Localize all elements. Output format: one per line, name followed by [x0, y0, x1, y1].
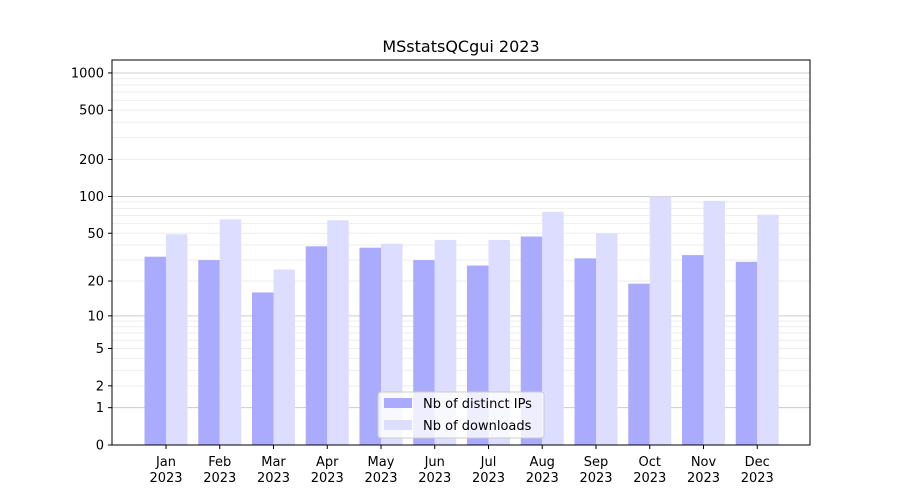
bar-downloads: [273, 269, 295, 445]
x-tick-label: 2023: [257, 471, 290, 486]
x-tick-label: Jan: [155, 455, 176, 470]
legend: Nb of distinct IPs Nb of downloads: [377, 391, 545, 439]
x-tick-label: Jun: [424, 455, 445, 470]
x-tick-label: Oct: [639, 455, 661, 470]
x-tick-label: 2023: [418, 471, 451, 486]
bar-downloads: [649, 196, 672, 445]
x-tick-label: Jul: [480, 455, 497, 470]
bar-distinct-ips: [252, 292, 274, 445]
chart-title: MSstatsQCgui 2023: [382, 37, 539, 56]
y-tick-label: 2: [96, 379, 104, 394]
y-tick-label: 100: [79, 190, 104, 205]
x-tick-label: Apr: [316, 455, 339, 470]
x-axis: Jan2023Feb2023Mar2023Apr2023May2023Jun20…: [149, 445, 774, 486]
bar-distinct-ips: [628, 283, 650, 445]
legend-swatch-downloads: [384, 420, 412, 430]
bar-downloads: [757, 214, 779, 445]
x-tick-label: Mar: [261, 455, 286, 470]
x-tick-label: 2023: [149, 471, 182, 486]
bar-downloads: [596, 233, 618, 445]
x-tick-label: 2023: [526, 471, 559, 486]
y-tick-label: 500: [79, 104, 104, 119]
x-tick-label: Sep: [584, 455, 609, 470]
y-tick-label: 20: [87, 275, 104, 290]
x-tick-label: 2023: [687, 471, 720, 486]
bar-downloads: [703, 200, 725, 445]
y-axis: 0 1 2 5 10 20 50 100 200 500 1000: [71, 66, 112, 454]
x-tick-label: May: [368, 455, 395, 470]
x-tick-label: Feb: [208, 455, 231, 470]
bar-downloads: [219, 219, 242, 445]
legend-swatch-ips: [384, 398, 412, 408]
x-tick-label: 2023: [203, 471, 236, 486]
x-tick-label: Dec: [745, 455, 770, 470]
y-tick-label: 1: [96, 401, 104, 416]
bar-distinct-ips: [305, 246, 328, 445]
y-tick-label: 10: [87, 309, 104, 324]
y-tick-label: 50: [87, 227, 104, 242]
x-tick-label: 2023: [579, 471, 612, 486]
y-tick-label: 1000: [71, 66, 104, 81]
legend-label-downloads: Nb of downloads: [423, 419, 532, 434]
bar-distinct-ips: [198, 260, 220, 445]
x-tick-label: Aug: [530, 455, 555, 470]
legend-box: [377, 391, 545, 439]
y-tick-label: 5: [96, 342, 104, 357]
plot-frame: [111, 59, 811, 446]
x-tick-label: 2023: [311, 471, 344, 486]
x-tick-label: Nov: [691, 455, 717, 470]
y-tick-label: 0: [96, 439, 104, 454]
legend-label-ips: Nb of distinct IPs: [423, 397, 532, 412]
x-tick-label: 2023: [364, 471, 397, 486]
x-tick-label: 2023: [472, 471, 505, 486]
bar-distinct-ips: [574, 258, 596, 445]
y-tick-label: 200: [79, 153, 104, 168]
bar-downloads: [166, 234, 188, 445]
x-tick-label: 2023: [741, 471, 774, 486]
bars: [144, 196, 779, 445]
bar-downloads: [327, 220, 349, 445]
bar-distinct-ips: [682, 255, 704, 445]
bar-distinct-ips: [359, 247, 381, 445]
x-tick-label: 2023: [633, 471, 666, 486]
bar-downloads: [542, 211, 564, 445]
bar-distinct-ips: [144, 256, 166, 445]
bar-distinct-ips: [735, 261, 758, 445]
